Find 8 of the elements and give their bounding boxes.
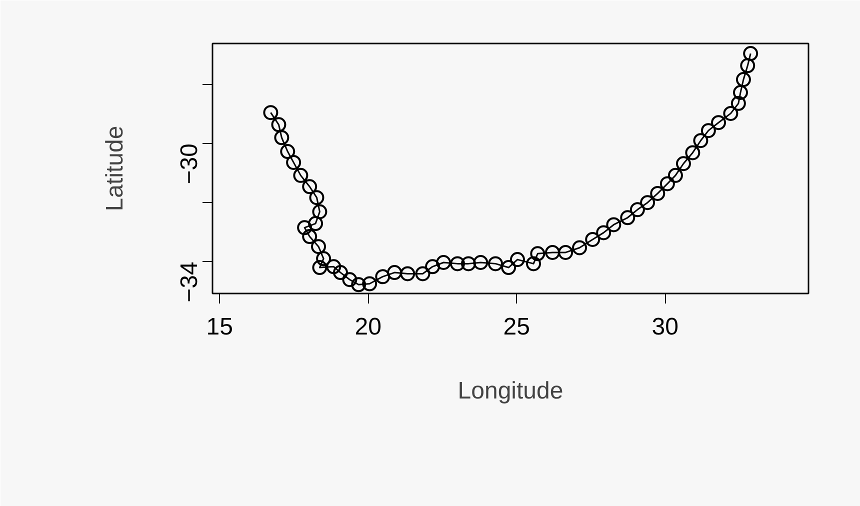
y-axis-title: Latitude bbox=[102, 126, 128, 212]
x-axis-title: Longitude bbox=[458, 378, 564, 404]
x-tick-label: 30 bbox=[652, 314, 678, 340]
x-tick-label: 15 bbox=[206, 314, 233, 340]
y-tick-label: −34 bbox=[176, 262, 203, 302]
y-tick-label: −30 bbox=[176, 144, 203, 184]
x-tick-label: 25 bbox=[503, 314, 530, 340]
x-tick-label: 20 bbox=[354, 314, 382, 340]
